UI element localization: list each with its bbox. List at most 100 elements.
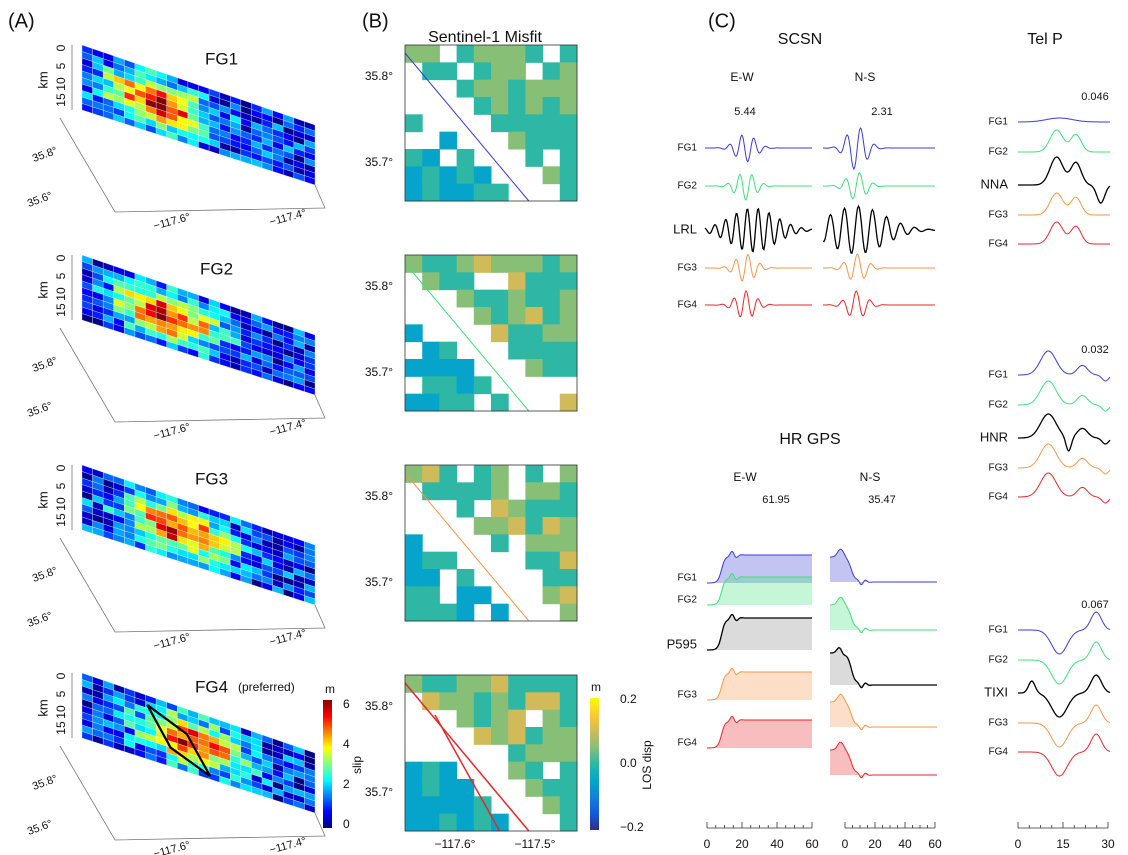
- misfit-cell: [491, 727, 509, 745]
- misfit-cell: [405, 114, 423, 133]
- misfit-cell: [439, 813, 458, 832]
- displacement-trace: [707, 715, 812, 749]
- misfit-cell: [559, 45, 578, 63]
- time-tick-label: 40: [770, 837, 784, 851]
- misfit-cell: [542, 551, 561, 570]
- map-frame: [404, 674, 578, 832]
- misfit-cell: [473, 255, 492, 273]
- misfit-cell: [559, 324, 578, 343]
- amplitude-label: 35.47: [868, 494, 896, 506]
- misfit-cell: [439, 603, 458, 622]
- misfit-cell: [405, 166, 423, 185]
- misfit-cell: [559, 569, 578, 587]
- misfit-cell: [473, 62, 492, 81]
- misfit-cell: [473, 709, 492, 728]
- component-label: E-W: [730, 70, 754, 84]
- misfit-cell: [422, 393, 440, 412]
- time-tick-label: 30: [1101, 837, 1115, 851]
- misfit-cell: [542, 569, 561, 587]
- misfit-cell: [439, 131, 458, 150]
- misfit-cell: [525, 341, 544, 360]
- fault-trace: [404, 472, 530, 622]
- misfit-cell: [491, 482, 509, 501]
- misfit-cell: [525, 692, 544, 711]
- lat-tick-label: 35.8°: [365, 69, 393, 83]
- model-label: FG3: [195, 469, 228, 488]
- slip-cell: [304, 385, 316, 396]
- waveform: [1018, 192, 1110, 216]
- misfit-cell: [559, 517, 578, 535]
- misfit-cell: [439, 692, 458, 711]
- misfit-cell: [559, 727, 578, 745]
- waveform: [704, 207, 813, 253]
- misfit-cell: [491, 289, 509, 308]
- colorbar-tick-label: 6: [343, 697, 350, 711]
- misfit-cell: [456, 796, 475, 815]
- trace-label: FG1: [989, 117, 1009, 128]
- slip-cell: [304, 175, 316, 186]
- depth-tick-label: 15: [54, 513, 68, 527]
- misfit-cell: [405, 761, 423, 780]
- misfit-cell: [491, 499, 509, 518]
- displacement-trace: [707, 667, 812, 701]
- waveform: [705, 173, 812, 201]
- misfit-cell: [508, 341, 526, 360]
- misfit-cell: [542, 166, 561, 185]
- misfit-cell: [405, 603, 423, 622]
- displacement-fill: [707, 573, 812, 605]
- misfit-cell: [405, 183, 423, 202]
- trace-label: FG2: [678, 181, 698, 192]
- depth-tick-label: 15: [54, 721, 68, 735]
- misfit-cell: [405, 149, 423, 167]
- colorbar-unit: m: [591, 680, 601, 694]
- misfit-cell: [559, 761, 578, 780]
- misfit-cell: [405, 534, 423, 553]
- misfit-cell: [422, 376, 440, 395]
- misfit-cell: [559, 744, 578, 763]
- misfit-cell: [508, 499, 526, 518]
- misfit-cell: [542, 692, 561, 711]
- misfit-cell: [456, 499, 475, 518]
- misfit-cell: [508, 289, 526, 308]
- misfit-cell: [439, 779, 458, 797]
- depth-tick-label: 0: [54, 672, 68, 679]
- misfit-cell: [456, 166, 475, 185]
- trace-label: TIXI: [984, 684, 1008, 699]
- misfit-cell: [491, 324, 509, 343]
- lon-tick-label: −117.6°: [152, 839, 191, 855]
- misfit-cell: [525, 482, 544, 501]
- lon-tick-label: −117.6°: [435, 837, 476, 851]
- misfit-cell: [525, 255, 544, 273]
- misfit-cell: [456, 482, 475, 501]
- misfit-cell: [559, 255, 578, 273]
- depth-tick-label: 15: [54, 303, 68, 317]
- fault-trace: [404, 262, 530, 412]
- misfit-cell: [491, 709, 509, 728]
- misfit-cell: [422, 255, 440, 273]
- misfit-cell: [525, 79, 544, 98]
- misfit-cell: [559, 393, 578, 412]
- trace-label: FG4: [678, 738, 698, 749]
- misfit-cell: [508, 307, 526, 325]
- misfit-cell: [456, 79, 475, 98]
- misfit-cell: [525, 551, 544, 570]
- misfit-cell: [559, 813, 578, 832]
- displacement-fill: [830, 647, 937, 688]
- misfit-cell: [542, 97, 561, 115]
- misfit-cell: [439, 359, 458, 377]
- misfit-cell: [559, 692, 578, 711]
- misfit-cell: [439, 465, 458, 483]
- misfit-cell: [525, 465, 544, 483]
- fault-trace: [404, 682, 530, 832]
- misfit-cell: [525, 761, 544, 780]
- misfit-cell: [473, 482, 492, 501]
- misfit-cell: [439, 551, 458, 570]
- misfit-cell: [508, 62, 526, 81]
- misfit-cell: [542, 709, 561, 728]
- misfit-cell: [473, 465, 492, 483]
- misfit-cell: [456, 675, 475, 693]
- misfit-cell: [559, 114, 578, 133]
- trace-label: FG3: [678, 690, 698, 701]
- misfit-cell: [559, 482, 578, 501]
- misfit-cell: [456, 393, 475, 412]
